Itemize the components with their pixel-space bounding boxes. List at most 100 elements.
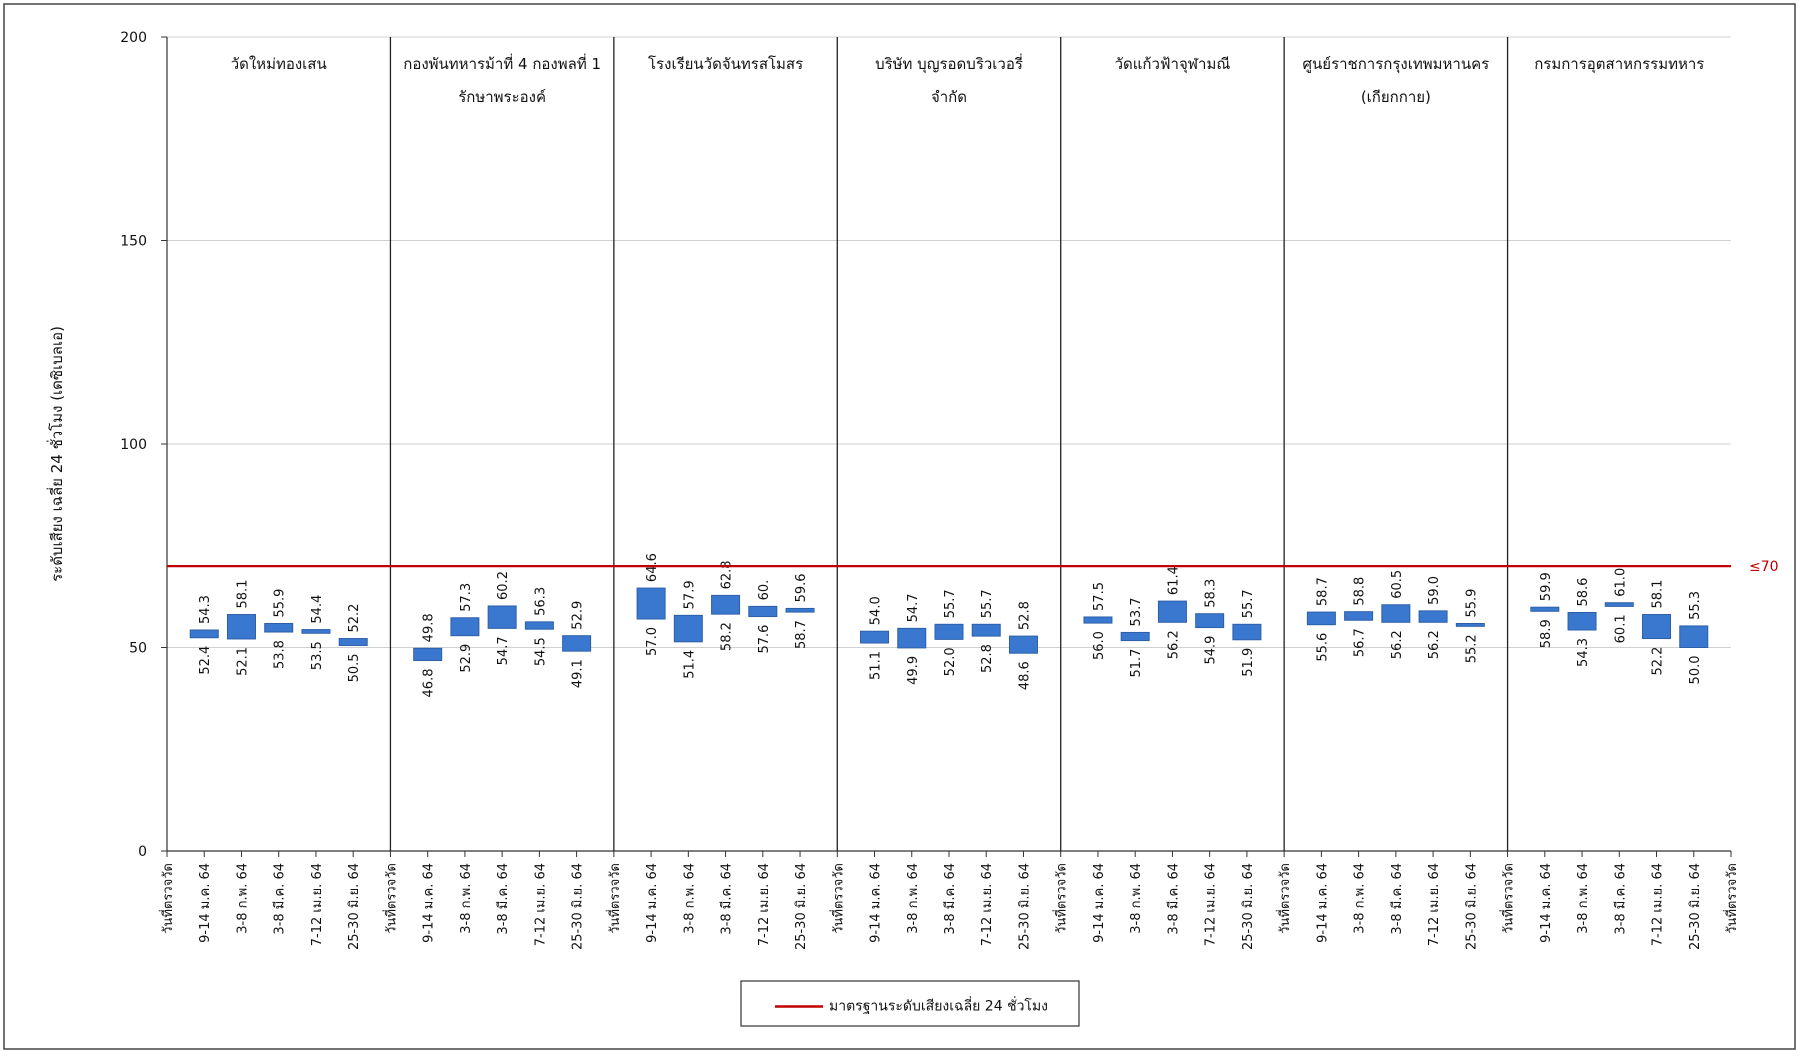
x-axis-start-label: วันที่ตรวจวัด	[1053, 863, 1070, 934]
bar-low-label: 56.2	[1427, 630, 1442, 659]
x-tick-label: 3-8 มี.ค. 64	[1389, 863, 1405, 935]
bar-high-label: 55.7	[980, 589, 995, 618]
bar-high-label: 58.3	[1204, 579, 1219, 608]
panel-title-line-2: (เกียกกาย)	[1361, 88, 1431, 106]
x-tick-label: 3-8 มี.ค. 64	[942, 863, 958, 935]
panel-title-line-1: กองพันทหารม้าที่ 4 กองพลที่ 1	[403, 53, 601, 73]
bar-high-label: 60.5	[1390, 570, 1405, 599]
bar-high-label: 52.2	[347, 604, 362, 633]
x-tick-label: 3-8 ก.พ. 64	[459, 863, 474, 934]
y-tick-label: 150	[120, 234, 147, 250]
x-tick-label: 7-12 เม.ย. 64	[533, 863, 548, 946]
panel-title-line-1: วัดแก้วฟ้าจุฬามณี	[1115, 55, 1231, 74]
x-tick-label: 25-30 มิ.ย. 64	[571, 863, 586, 950]
x-tick-label: 7-12 เม.ย. 64	[980, 863, 995, 946]
range-bar	[487, 605, 517, 629]
bar-low-label: 46.8	[422, 669, 437, 698]
x-tick-label: 3-8 ก.พ. 64	[1576, 863, 1591, 934]
y-tick-label: 200	[120, 30, 147, 46]
range-bar	[1604, 602, 1634, 607]
bar-high-label: 55.7	[943, 589, 958, 618]
bar-low-label: 52.2	[1651, 647, 1666, 676]
x-tick-label: 9-14 ม.ค. 64	[1315, 863, 1330, 943]
range-bar	[562, 635, 592, 652]
x-axis-start-label: วันที่ตรวจวัด	[1723, 863, 1740, 934]
panel-title-line-2: รักษาพระองค์	[458, 88, 546, 106]
bar-high-label: 58.1	[235, 580, 250, 609]
x-tick-label: 3-8 มี.ค. 64	[1165, 863, 1181, 935]
bar-high-label: 57.3	[459, 583, 474, 612]
bar-low-label: 56.2	[1166, 630, 1181, 659]
x-tick-label: 7-12 เม.ย. 64	[1427, 863, 1442, 946]
bar-high-label: 57.9	[682, 580, 697, 609]
x-tick-label: 25-30 มิ.ย. 64	[1464, 863, 1479, 950]
x-tick-label: 3-8 ก.พ. 64	[235, 863, 250, 934]
bar-high-label: 61.4	[1166, 566, 1181, 595]
standard-line-label: ≤70	[1749, 559, 1779, 575]
panel-title-line-1: ศูนย์ราชการกรุงเทพมหานคร	[1303, 55, 1490, 74]
x-axis-start-label: วันที่ตรวจวัด	[829, 863, 846, 934]
range-bar	[636, 587, 666, 620]
bar-high-label: 55.9	[1464, 589, 1479, 618]
range-bar	[1306, 611, 1336, 626]
bar-high-label: 52.9	[571, 601, 586, 630]
bar-low-label: 56.2	[1390, 630, 1405, 659]
x-tick-label: 3-8 ก.พ. 64	[682, 863, 697, 934]
bar-low-label: 52.0	[943, 647, 958, 676]
bar-low-label: 51.9	[1241, 648, 1256, 677]
range-bar	[1418, 610, 1448, 623]
range-bar	[524, 621, 554, 630]
x-tick-label: 3-8 ก.พ. 64	[1129, 863, 1144, 934]
panel-title-line-1: โรงเรียนวัดจันทรสโมสร	[648, 55, 803, 73]
range-bar	[971, 623, 1001, 637]
bar-low-label: 51.4	[682, 650, 697, 679]
x-tick-label: 7-12 เม.ย. 64	[757, 863, 772, 946]
bar-low-label: 56.7	[1353, 628, 1368, 657]
x-tick-label: 25-30 มิ.ย. 64	[1017, 863, 1032, 950]
panel-title-line-1: วัดใหม่ทองเสน	[231, 55, 327, 73]
bar-low-label: 49.9	[906, 656, 921, 685]
range-bar	[1381, 604, 1411, 623]
x-axis-start-label: วันที่ตรวจวัด	[1276, 863, 1293, 934]
range-bar	[860, 630, 890, 644]
bar-low-label: 52.8	[980, 644, 995, 673]
x-tick-label: 25-30 มิ.ย. 64	[1241, 863, 1256, 950]
panel-title-line-1: บริษัท บุญรอดบริวเวอรี่	[875, 53, 1023, 74]
x-tick-label: 9-14 ม.ค. 64	[869, 863, 884, 943]
bar-high-label: 64.6	[645, 553, 660, 582]
range-bar	[1344, 611, 1374, 621]
range-bar	[1008, 635, 1038, 654]
bar-low-label: 58.2	[720, 622, 735, 651]
x-tick-label: 7-12 เม.ย. 64	[310, 863, 325, 946]
bar-high-label: 49.8	[422, 613, 437, 642]
panel-title-line-1: กรมการอุตสาหกรรมทหาร	[1534, 55, 1704, 74]
bar-low-label: 52.1	[235, 647, 250, 676]
range-bar	[450, 617, 480, 637]
bar-low-label: 58.9	[1539, 619, 1554, 648]
bar-high-label: 55.3	[1688, 591, 1703, 620]
bar-low-label: 56.0	[1092, 631, 1107, 660]
bar-high-label: 53.7	[1129, 597, 1144, 626]
range-bar	[897, 627, 927, 649]
x-tick-label: 9-14 ม.ค. 64	[198, 863, 213, 943]
x-tick-label: 9-14 ม.ค. 64	[1539, 863, 1554, 943]
bar-high-label: 59.9	[1539, 572, 1554, 601]
bar-low-label: 53.5	[310, 641, 325, 670]
range-bar	[264, 622, 294, 633]
bar-low-label: 60.1	[1613, 614, 1628, 643]
bar-low-label: 55.2	[1464, 634, 1479, 663]
bar-low-label: 58.7	[794, 620, 809, 649]
range-bar	[1530, 606, 1560, 612]
bar-low-label: 49.1	[571, 659, 586, 688]
x-tick-label: 3-8 มี.ค. 64	[495, 863, 511, 935]
x-axis-start-label: วันที่ตรวจวัด	[382, 863, 399, 934]
range-bar	[1157, 600, 1187, 623]
range-bar	[226, 614, 256, 640]
bar-low-label: 52.9	[459, 644, 474, 673]
range-bar	[1455, 622, 1485, 627]
legend-box	[740, 980, 1080, 1027]
bar-high-label: 55.9	[273, 589, 288, 618]
x-axis-start-label: วันที่ตรวจวัด	[159, 863, 176, 934]
bar-high-label: 56.3	[533, 587, 548, 616]
